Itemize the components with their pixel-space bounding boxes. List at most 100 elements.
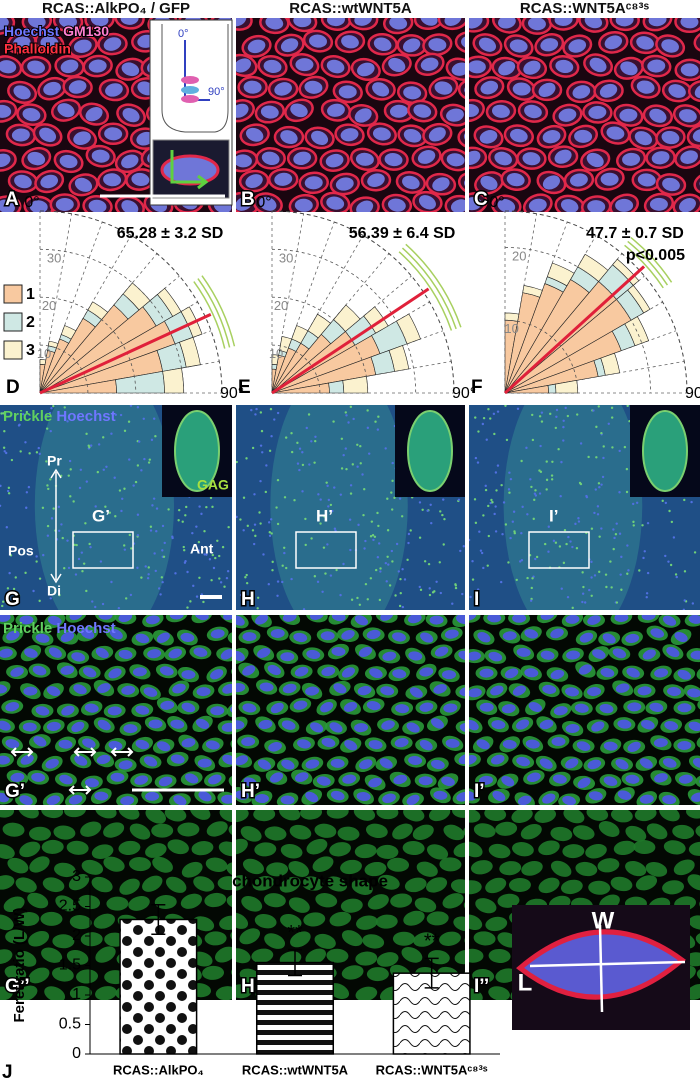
nucleus — [330, 790, 345, 801]
inset-cell — [181, 86, 199, 94]
speckle — [12, 587, 16, 591]
speckle — [210, 578, 213, 582]
speckle — [632, 520, 635, 524]
speckle — [6, 587, 10, 590]
cell — [2, 822, 25, 837]
speckle — [387, 563, 390, 566]
cell — [314, 933, 336, 949]
speckle — [418, 536, 422, 539]
petal — [328, 380, 345, 394]
nucleus — [539, 758, 553, 769]
speckle — [407, 541, 410, 545]
cell — [303, 912, 326, 927]
nucleus — [419, 739, 433, 751]
embryo — [174, 410, 220, 492]
nucleus — [27, 18, 46, 28]
cell — [177, 822, 200, 837]
speckle — [526, 513, 529, 516]
nucleus — [517, 795, 532, 805]
speckle — [530, 485, 533, 489]
speckle — [577, 517, 580, 520]
speckle — [239, 593, 243, 597]
speckle — [344, 447, 347, 450]
nucleus — [326, 59, 345, 74]
speckle — [129, 405, 133, 407]
nucleus — [305, 791, 319, 803]
cell — [610, 810, 633, 823]
speckle — [185, 505, 188, 509]
cell — [191, 841, 214, 856]
petal — [179, 336, 201, 368]
nucleus — [446, 108, 464, 122]
speckle — [430, 521, 433, 525]
speckle — [593, 574, 597, 577]
nucleus — [524, 104, 542, 119]
nucleus — [540, 615, 555, 620]
nucleus — [382, 793, 396, 804]
cell — [485, 916, 508, 932]
speckle — [17, 593, 21, 597]
nucleus — [327, 103, 345, 117]
nucleus — [434, 646, 449, 657]
cell — [693, 171, 700, 195]
nucleus — [0, 104, 12, 118]
nucleus — [311, 130, 329, 146]
cell — [118, 810, 140, 820]
cell — [218, 841, 232, 857]
nucleus — [355, 152, 374, 166]
speckle — [49, 597, 52, 600]
cell — [455, 720, 465, 735]
speckle — [574, 522, 577, 526]
speckle — [24, 571, 27, 575]
nucleus — [0, 18, 9, 31]
cell — [426, 844, 449, 860]
nucleus — [143, 687, 158, 697]
nucleus — [528, 198, 547, 212]
zoom-box — [295, 531, 357, 569]
speckle — [551, 460, 554, 463]
speckle — [372, 538, 375, 542]
ring — [504, 247, 651, 394]
speckle — [242, 496, 246, 499]
speckle — [130, 547, 133, 550]
nucleus — [516, 719, 530, 730]
cell — [511, 810, 533, 823]
cell — [40, 911, 63, 926]
speckle — [675, 575, 678, 579]
nucleus — [294, 198, 313, 212]
speckle — [587, 455, 590, 459]
speckle — [505, 438, 509, 442]
zoom-box — [528, 531, 590, 569]
speckle — [84, 522, 87, 525]
cell — [28, 967, 50, 984]
nucleus — [0, 792, 10, 803]
nucleus — [181, 738, 196, 748]
speckle — [613, 536, 616, 540]
cell — [416, 861, 438, 877]
speckle — [433, 590, 436, 593]
speckle — [183, 549, 186, 552]
speckle — [22, 552, 26, 555]
cell — [236, 912, 249, 929]
speckle — [590, 594, 593, 598]
nucleus — [395, 704, 410, 714]
speckle — [296, 441, 299, 445]
cell — [610, 876, 633, 892]
r-tick-label: 10 — [269, 346, 283, 361]
speckle — [262, 553, 265, 556]
nucleus — [68, 80, 87, 94]
nucleus — [91, 149, 110, 163]
speckle — [261, 451, 264, 454]
speckle — [596, 505, 600, 508]
speckle — [48, 411, 52, 415]
speckle — [399, 591, 402, 595]
speckle — [562, 561, 566, 565]
nucleus — [341, 667, 355, 678]
speckle — [374, 420, 377, 423]
cell — [376, 844, 399, 859]
speckle — [693, 551, 697, 554]
cell — [66, 950, 89, 965]
nucleus — [413, 104, 432, 118]
nucleus — [512, 615, 527, 623]
r-tick-label: 30 — [47, 250, 61, 265]
